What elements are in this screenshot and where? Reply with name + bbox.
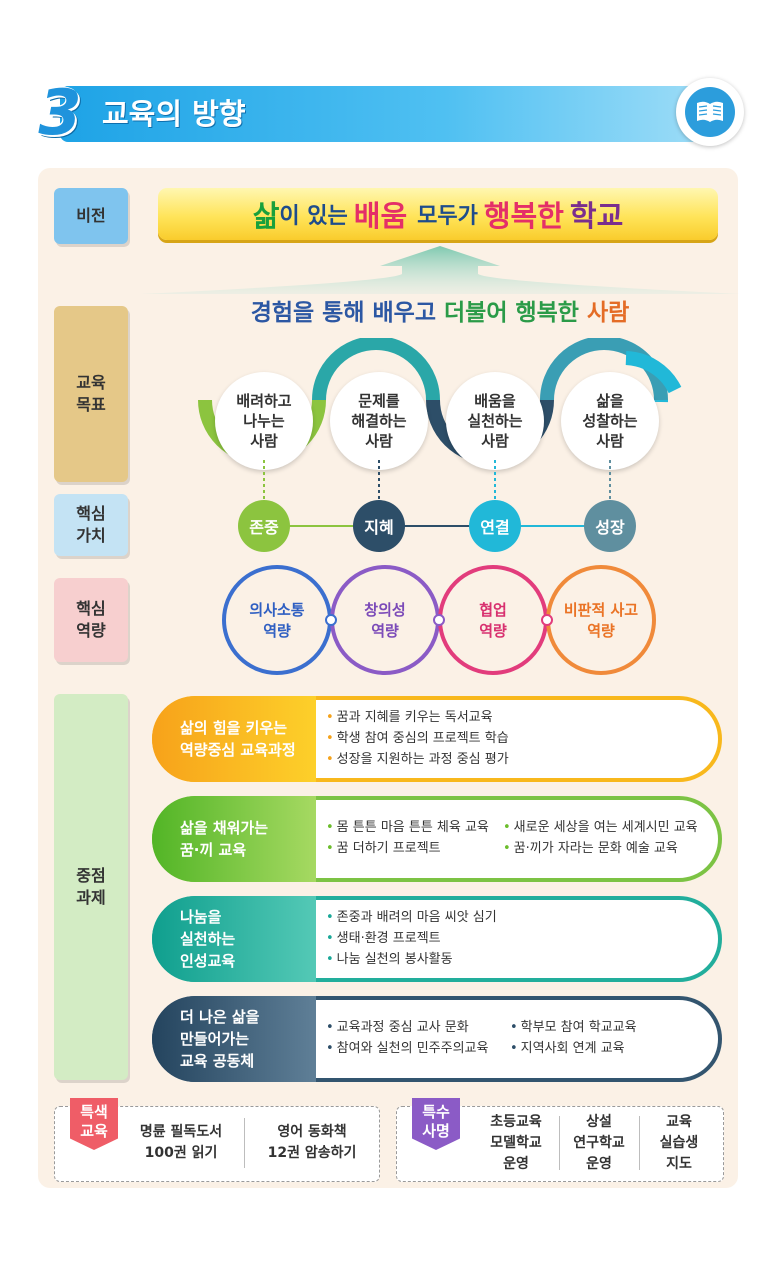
divider [559,1116,560,1170]
task-items-4b: 학부모 참여 학교교육 지역사회 연계 교육 [510,1017,637,1059]
goal-value-connectors [263,460,611,502]
task-items-4a: 교육과정 중심 교사 문화 참여와 실천의 민주주의교육 [326,1017,489,1059]
goal-problem-solving: 문제를 해결하는 사람 [330,372,428,470]
core-value-respect: 존중 [238,500,290,552]
page-title: 교육의 방향 [102,97,246,131]
goal-practice: 배움을 실천하는 사람 [446,372,544,470]
list-item: 학생 참여 중심의 프로젝트 학습 [326,728,509,749]
core-value-line [264,525,610,527]
task-label-4: 더 나은 삶을 만들어가는 교육 공동체 [152,996,316,1082]
goal-title: 경험을 통해 배우고 더불어 행복한 사람 [150,296,730,330]
list-item: 몸 튼튼 마음 튼튼 체육 교육 [326,817,489,838]
task-items-2b: 새로운 세상을 여는 세계시민 교육 꿈·끼가 자라는 문화 예술 교육 [503,817,698,859]
special-item-1: 명륜 필독도서 100권 읽기 [139,1124,223,1161]
competency-communication: 의사소통 역량 [249,601,305,640]
vision-word-2: 이 있는 [279,204,348,229]
list-item: 학부모 참여 학교교육 [510,1017,637,1038]
mission-item-2: 상설 연구학교 운영 [573,1114,625,1172]
goal-title-b: 더불어 행복한 [444,300,579,326]
core-value-wisdom: 지혜 [353,500,405,552]
vision-word-3: 배움 [353,199,408,233]
mission-item-3: 교육 실습생 지도 [659,1114,699,1172]
special-mission-tag: 특수 사명 [412,1098,460,1150]
mission-item-1: 초등교육 모델학교 운영 [490,1114,542,1172]
list-item: 참여와 실천의 민주주의교육 [326,1038,489,1059]
list-item: 존중과 배려의 마음 씨앗 심기 [326,907,497,928]
divider [639,1116,640,1170]
list-item: 꿈·끼가 자라는 문화 예술 교육 [503,838,698,859]
goal-title-a: 경험을 통해 배우고 [250,300,436,326]
label-vision: 비전 [54,188,128,244]
section-number: 3 [38,76,82,149]
list-item: 생태·환경 프로젝트 [326,928,497,949]
header-bar [60,86,700,142]
competency-critical-thinking: 비판적 사고 역량 [563,601,639,640]
task-label-1: 삶의 힘을 키우는 역량중심 교육과정 [152,696,316,782]
special-education-tag: 특색 교육 [70,1098,118,1150]
list-item: 지역사회 연계 교육 [510,1038,637,1059]
vision-word-4: 모두가 [417,204,478,229]
competency-collaboration: 협업 역량 [479,601,507,640]
divider [244,1118,245,1168]
goal-reflection: 삶을 성찰하는 사람 [561,372,659,470]
list-item: 꿈과 지혜를 키우는 독서교육 [326,707,509,728]
vision-word-1: 삶 [252,199,280,233]
list-item: 교육과정 중심 교사 문화 [326,1017,488,1038]
list-item: 새로운 세상을 여는 세계시민 교육 [503,817,698,838]
goal-title-c: 사람 [586,300,630,326]
label-tasks: 중점 과제 [54,694,128,1080]
book-icon [685,87,735,137]
task-label-3: 나눔을 실천하는 인성교육 [152,896,316,982]
core-value-connection: 연결 [469,500,521,552]
up-arrow-icon [140,246,740,294]
vision-banner: 삶 이 있는 배움 모두가 행복한 학교 [158,188,718,240]
vision-word-6: 학교 [569,199,624,233]
competency-creativity: 창의성 역량 [364,601,406,640]
competency-rings [222,565,656,675]
special-item-2: 영어 동화책 12권 암송하기 [267,1124,357,1161]
task-items-2a: 몸 튼튼 마음 튼튼 체육 교육 꿈 더하기 프로젝트 [326,817,489,859]
list-item: 나눔 실천의 봉사활동 [326,949,497,970]
label-competency: 핵심 역량 [54,578,128,662]
vision-word-5: 행복한 [483,199,564,233]
label-goal: 교육 목표 [54,306,128,482]
goal-care: 배려하고 나누는 사람 [215,372,313,470]
task-items-1: 꿈과 지혜를 키우는 독서교육 학생 참여 중심의 프로젝트 학습 성장을 지원… [326,707,509,770]
list-item: 성장을 지원하는 과정 중심 평가 [326,749,509,770]
core-value-growth: 성장 [584,500,636,552]
label-core-value: 핵심 가치 [54,494,128,556]
task-items-3: 존중과 배려의 마음 씨앗 심기 생태·환경 프로젝트 나눔 실천의 봉사활동 [326,907,497,970]
task-label-2: 삶을 채워가는 꿈·끼 교육 [152,796,316,882]
list-item: 꿈 더하기 프로젝트 [326,838,489,859]
